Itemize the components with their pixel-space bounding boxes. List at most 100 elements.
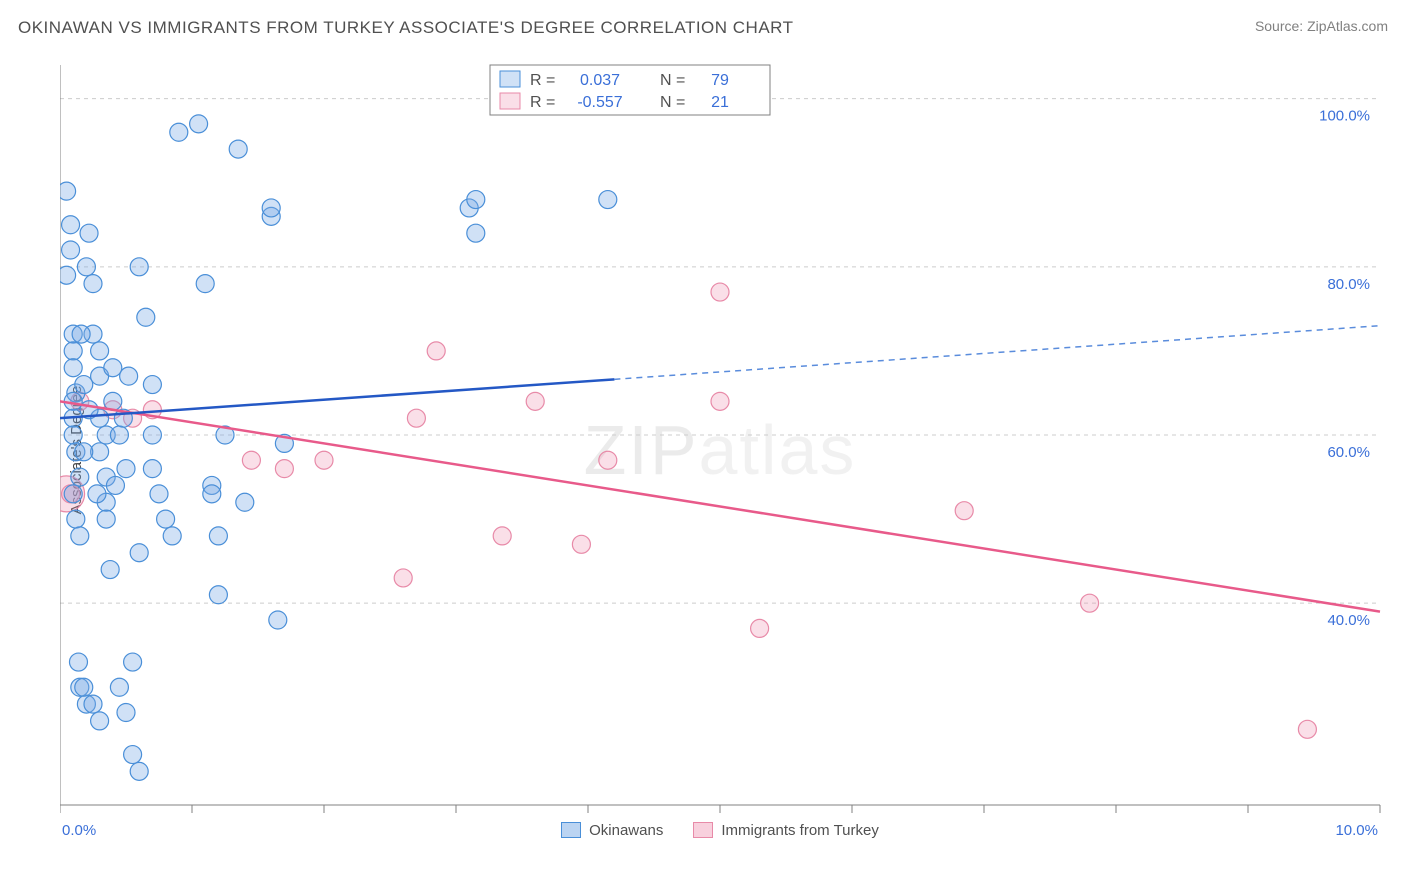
scatter-point [751, 619, 769, 637]
scatter-point [275, 460, 293, 478]
scatter-point [196, 275, 214, 293]
scatter-point [209, 586, 227, 604]
scatter-point [130, 544, 148, 562]
scatter-point [1081, 594, 1099, 612]
y-tick-label: 40.0% [1327, 612, 1370, 629]
legend-item: Immigrants from Turkey [693, 822, 879, 839]
scatter-point [203, 485, 221, 503]
scatter-point [599, 191, 617, 209]
scatter-point [572, 535, 590, 553]
scatter-point [64, 426, 82, 444]
y-tick-label: 60.0% [1327, 444, 1370, 461]
scatter-point [315, 451, 333, 469]
scatter-point [72, 325, 90, 343]
scatter-point [137, 308, 155, 326]
legend-r-value: 0.037 [580, 72, 620, 89]
y-tick-label: 100.0% [1319, 108, 1370, 125]
legend-r-label: R = [530, 94, 555, 111]
legend-label: Immigrants from Turkey [721, 822, 879, 839]
scatter-point [97, 510, 115, 528]
trendline-pink [60, 401, 1380, 611]
scatter-point [209, 527, 227, 545]
scatter-point [62, 216, 80, 234]
scatter-point [60, 182, 76, 200]
legend-n-label: N = [660, 94, 685, 111]
scatter-point [64, 342, 82, 360]
scatter-point [711, 283, 729, 301]
scatter-point [60, 266, 76, 284]
scatter-point [599, 451, 617, 469]
scatter-point [101, 561, 119, 579]
scatter-point [75, 443, 93, 461]
scatter-point [64, 485, 82, 503]
scatter-point [75, 376, 93, 394]
scatter-point [143, 426, 161, 444]
scatter-point [117, 704, 135, 722]
scatter-point [71, 468, 89, 486]
scatter-point [236, 493, 254, 511]
scatter-point [106, 476, 124, 494]
scatter-point [88, 485, 106, 503]
scatter-point [493, 527, 511, 545]
legend-item: Okinawans [561, 822, 663, 839]
scatter-point [190, 115, 208, 133]
scatter-point [407, 409, 425, 427]
scatter-point [163, 527, 181, 545]
scatter-point [130, 258, 148, 276]
legend-swatch [500, 93, 520, 109]
scatter-point [157, 510, 175, 528]
scatter-point [394, 569, 412, 587]
scatter-point [262, 199, 280, 217]
scatter-point [229, 140, 247, 158]
source-label: Source: ZipAtlas.com [1255, 18, 1388, 34]
scatter-point [526, 392, 544, 410]
scatter-point [269, 611, 287, 629]
legend-swatch [561, 822, 581, 838]
scatter-point [467, 224, 485, 242]
scatter-point [955, 502, 973, 520]
scatter-point [120, 367, 138, 385]
scatter-point [1298, 720, 1316, 738]
chart-title: OKINAWAN VS IMMIGRANTS FROM TURKEY ASSOC… [18, 18, 794, 38]
scatter-point [69, 653, 87, 671]
scatter-plot: 40.0%60.0%80.0%100.0%0.0%10.0%R =0.037N … [60, 55, 1390, 845]
legend-r-label: R = [530, 72, 555, 89]
legend-n-value: 79 [711, 72, 729, 89]
legend-n-label: N = [660, 72, 685, 89]
scatter-point [84, 695, 102, 713]
scatter-point [91, 712, 109, 730]
scatter-point [67, 510, 85, 528]
scatter-point [427, 342, 445, 360]
scatter-point [77, 258, 95, 276]
scatter-point [62, 241, 80, 259]
bottom-legend: Okinawans Immigrants from Turkey [50, 815, 1390, 845]
scatter-point [117, 460, 135, 478]
scatter-point [84, 275, 102, 293]
scatter-point [110, 426, 128, 444]
scatter-point [80, 224, 98, 242]
scatter-point [711, 392, 729, 410]
legend-r-value: -0.557 [577, 94, 622, 111]
scatter-point [71, 527, 89, 545]
scatter-point [104, 359, 122, 377]
scatter-point [91, 342, 109, 360]
legend-n-value: 21 [711, 94, 729, 111]
scatter-point [124, 746, 142, 764]
scatter-point [150, 485, 168, 503]
scatter-point [124, 653, 142, 671]
scatter-point [170, 123, 188, 141]
scatter-point [143, 376, 161, 394]
scatter-point [130, 762, 148, 780]
scatter-point [242, 451, 260, 469]
scatter-point [467, 191, 485, 209]
trendline-blue-dash [614, 326, 1380, 380]
y-tick-label: 80.0% [1327, 276, 1370, 293]
scatter-point [143, 460, 161, 478]
legend-swatch [500, 71, 520, 87]
chart-container: Associate's Degree ZIPatlas 40.0%60.0%80… [50, 55, 1390, 845]
scatter-point [110, 678, 128, 696]
scatter-point [64, 359, 82, 377]
scatter-point [75, 678, 93, 696]
legend-label: Okinawans [589, 822, 663, 839]
legend-swatch [693, 822, 713, 838]
